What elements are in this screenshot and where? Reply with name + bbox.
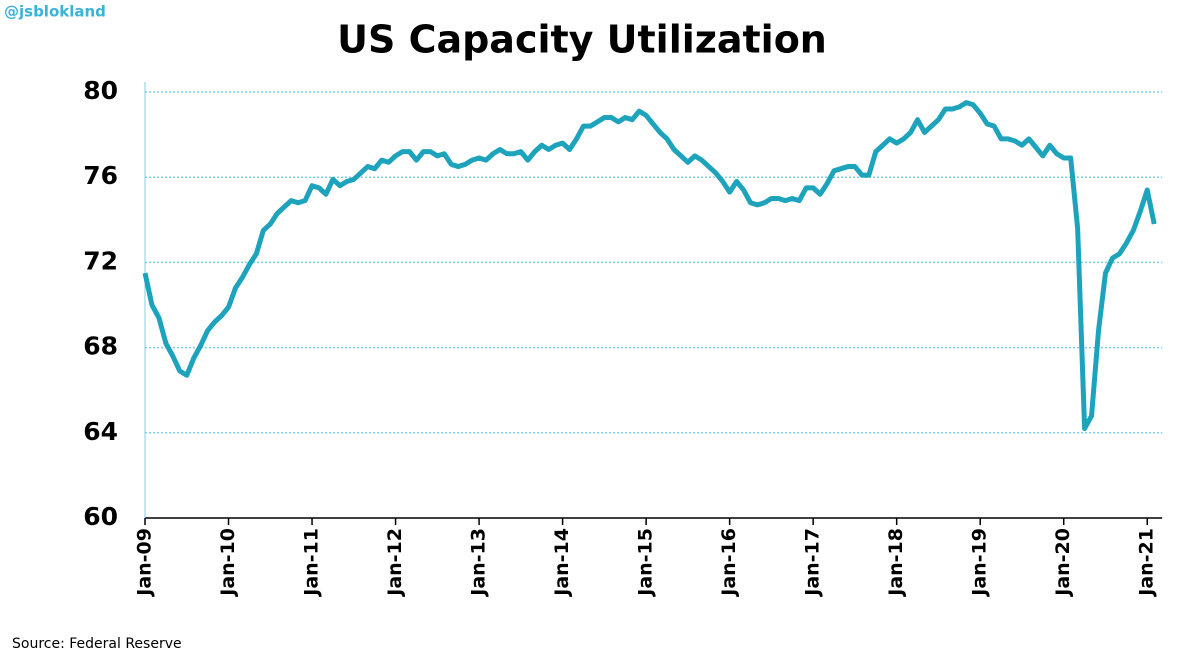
x-tick-label: Jan-21 [1136,528,1158,598]
x-tick-label: Jan-13 [468,528,490,598]
x-tick-label: Jan-19 [969,528,991,598]
y-tick-label: 68 [83,332,118,361]
data-line [142,100,1157,432]
x-tick-label: Jan-15 [635,528,657,598]
y-tick-label: 72 [83,246,118,275]
chart-title: US Capacity Utilization [337,18,827,62]
x-tick-label: Jan-16 [718,528,740,598]
watermark: @jsblokland [4,3,106,21]
y-tick-label: 60 [83,502,118,531]
x-tick-label: Jan-18 [885,528,907,598]
x-tick-label: Jan-17 [802,528,824,598]
y-tick-label: 76 [83,161,118,190]
source: Source: Federal Reserve [12,636,182,652]
x-tick-label: Jan-12 [384,528,406,598]
x-tick-label: Jan-10 [217,528,239,598]
x-tick-label: Jan-11 [301,528,323,598]
y-tick-label: 80 [83,76,118,105]
x-tick-label: Jan-20 [1052,528,1074,598]
x-tick-label: Jan-09 [134,528,156,598]
x-tick-label: Jan-14 [551,528,573,598]
y-tick-label: 64 [83,417,118,446]
